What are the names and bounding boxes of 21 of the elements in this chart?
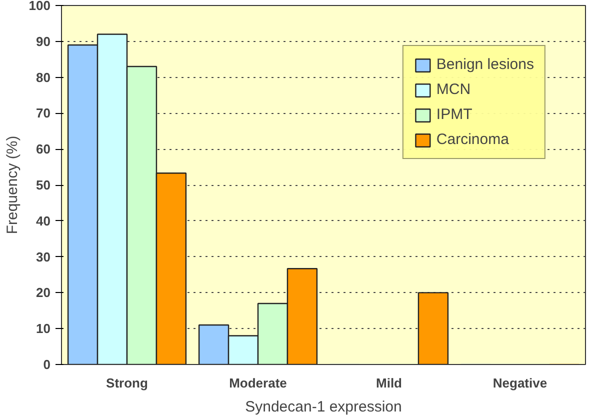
y-tick-label: 60 bbox=[36, 142, 51, 157]
y-tick-label: 50 bbox=[36, 178, 51, 192]
y-tick-label: 30 bbox=[36, 249, 51, 264]
legend-label: Carcinoma bbox=[436, 131, 509, 148]
y-tick-label: 40 bbox=[36, 213, 51, 228]
x-axis-title: Syndecan-1 expression bbox=[245, 398, 402, 416]
y-tick-label: 20 bbox=[36, 285, 51, 300]
y-tick-label: 90 bbox=[36, 34, 51, 49]
y-tick-label: 100 bbox=[28, 0, 51, 13]
y-tick-label: 70 bbox=[36, 106, 51, 121]
y-tick-label: 10 bbox=[36, 321, 51, 336]
y-tick-label: 0 bbox=[43, 357, 51, 372]
y-tick-label: 80 bbox=[36, 70, 51, 85]
legend-label: Benign lesions bbox=[436, 56, 534, 73]
x-tick-label: Strong bbox=[106, 376, 148, 390]
y-axis-title: Frequency (%) bbox=[4, 136, 21, 234]
x-tick-label: Mild bbox=[376, 376, 402, 390]
legend-label: MCN bbox=[436, 81, 471, 98]
x-tick-label: Negative bbox=[492, 376, 548, 390]
x-tick-label: Moderate bbox=[229, 376, 287, 390]
legend-label: IPMT bbox=[436, 106, 472, 123]
